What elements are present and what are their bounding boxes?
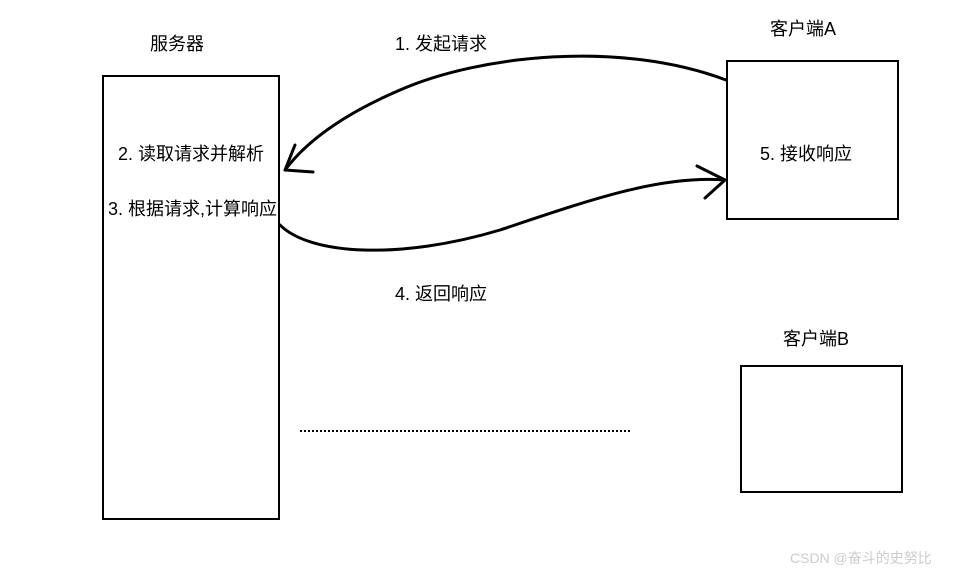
server-step-2: 2. 读取请求并解析	[118, 140, 264, 166]
server-title: 服务器	[150, 30, 204, 56]
edge-response-path	[280, 166, 725, 250]
client-a-title: 客户端A	[770, 15, 836, 41]
client-b-box	[740, 365, 903, 493]
watermark: CSDN @奋斗的史努比	[790, 548, 932, 568]
client-b-title: 客户端B	[783, 325, 849, 351]
ellipsis-line	[300, 430, 630, 432]
edge-response-label: 4. 返回响应	[395, 280, 487, 306]
edge-request-path	[285, 56, 726, 172]
edge-request-label: 1. 发起请求	[395, 30, 487, 56]
client-a-step-5: 5. 接收响应	[760, 140, 852, 166]
server-step-3: 3. 根据请求,计算响应	[108, 195, 277, 221]
